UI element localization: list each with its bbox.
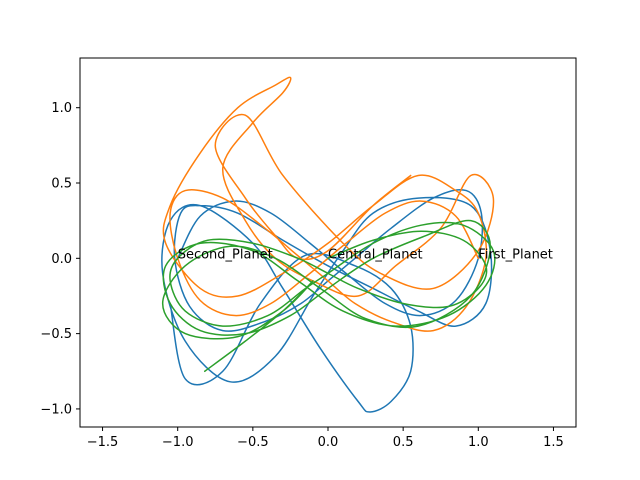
annotation-label: First_Planet [478, 247, 553, 262]
y-tick-label: 0.0 [51, 252, 72, 267]
annotation-layer: Second_Planet Central_Planet First_Planet [178, 247, 553, 262]
y-tick-label: 1.0 [51, 101, 72, 116]
y-tick-label: −0.5 [40, 327, 72, 342]
x-tick-label: −1.5 [87, 435, 119, 450]
series-line-3 [161, 219, 496, 373]
x-tick-label: 1.5 [543, 435, 564, 450]
y-axis: −1.0 −0.5 0.0 0.5 1.0 [40, 101, 80, 417]
series-layer [161, 76, 496, 413]
x-tick-label: −1.0 [162, 435, 194, 450]
annotation-label: Second_Planet [178, 247, 273, 262]
y-tick-label: −1.0 [40, 402, 72, 417]
x-axis: −1.5 −1.0 −0.5 0.0 0.5 1.0 1.5 [87, 427, 564, 450]
annotation-label: Central_Planet [328, 247, 423, 262]
x-tick-label: 0.0 [318, 435, 339, 450]
x-tick-label: 1.0 [468, 435, 489, 450]
y-tick-label: 0.5 [51, 177, 72, 192]
x-tick-label: 0.5 [393, 435, 414, 450]
x-tick-label: −0.5 [237, 435, 269, 450]
